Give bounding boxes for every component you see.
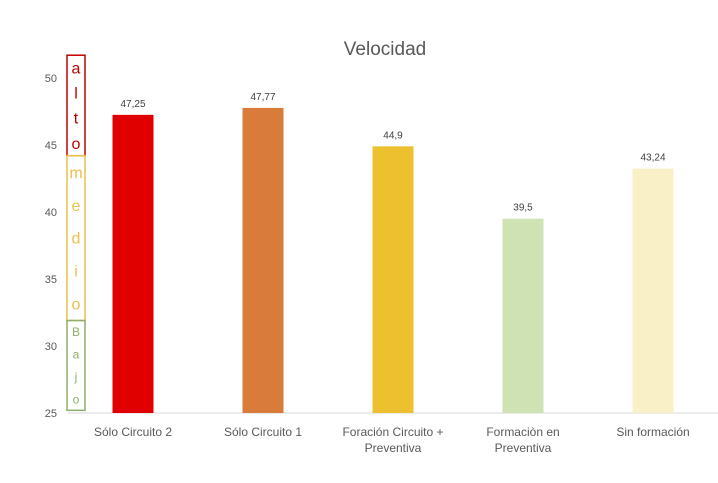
- category-label: Preventiva: [365, 441, 422, 455]
- band-letter: l: [74, 86, 78, 103]
- bar: [112, 114, 154, 413]
- y-tick-label: 40: [45, 207, 57, 219]
- category-label: Sin formación: [616, 425, 689, 439]
- band-box: [66, 319, 86, 412]
- band-letter: e: [72, 198, 81, 215]
- band-letter: o: [72, 136, 81, 153]
- category-label: Sólo Circuito 1: [224, 425, 302, 439]
- bar: [502, 218, 544, 413]
- y-tick-label: 45: [45, 140, 57, 152]
- band-letter: a: [73, 347, 80, 361]
- data-label: 47,77: [250, 92, 275, 103]
- band-letter: i: [74, 264, 78, 281]
- data-label: 44,9: [383, 130, 403, 141]
- y-tick-label: 35: [45, 274, 57, 286]
- bar: [632, 168, 674, 413]
- band-letter: m: [69, 165, 82, 182]
- category-label: Sólo Circuito 2: [94, 425, 172, 439]
- band-letter: d: [72, 231, 81, 248]
- chart-title: Velocidad: [344, 39, 426, 60]
- data-label: 43,24: [640, 153, 665, 164]
- y-axis: 25 30 35 40 45 50: [45, 73, 57, 420]
- data-label: 39,5: [513, 203, 533, 214]
- y-tick-label: 30: [45, 341, 57, 353]
- bar: [242, 107, 284, 414]
- x-axis: Sólo Circuito 2 Sólo Circuito 1 Foración C…: [94, 425, 690, 455]
- band-letter: B: [72, 325, 80, 339]
- band-letter: a: [72, 60, 81, 77]
- category-label: Formaciòn en: [486, 425, 559, 439]
- bar: [372, 146, 414, 413]
- bars: [112, 107, 674, 414]
- data-labels: 47,25 47,77 44,9 39,5 43,24: [120, 92, 665, 214]
- band-letter: o: [73, 392, 80, 406]
- band-letter: t: [74, 111, 79, 128]
- band-letter: j: [74, 370, 78, 384]
- y-tick-label: 50: [45, 73, 57, 85]
- category-label: Foración Circuito +: [342, 425, 443, 439]
- y-tick-label: 25: [45, 408, 57, 420]
- category-label: Preventiva: [495, 441, 552, 455]
- band-letter: o: [72, 297, 81, 314]
- data-label: 47,25: [120, 99, 145, 110]
